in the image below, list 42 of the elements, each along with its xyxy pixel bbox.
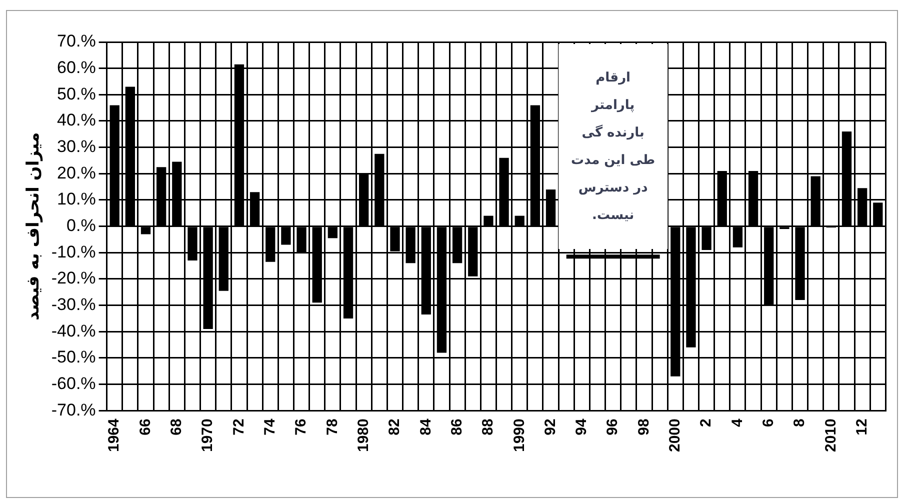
x-tick-label: 86 bbox=[448, 418, 466, 436]
x-tick-label: 8 bbox=[791, 418, 808, 427]
x-tick-label: 92 bbox=[542, 418, 559, 436]
x-tick-label: 94 bbox=[573, 418, 590, 436]
y-tick-label: -40.% bbox=[51, 321, 96, 340]
x-tick-label: 6 bbox=[760, 418, 777, 427]
y-tick-label: -50.% bbox=[51, 348, 96, 367]
y-tick-label: -70.% bbox=[51, 400, 96, 420]
y-tick-label: -30.% bbox=[51, 294, 96, 314]
x-tick-label: 4 bbox=[728, 418, 746, 427]
y-tick-label: -60.% bbox=[51, 374, 96, 393]
y-tick-label: 0.% bbox=[66, 216, 96, 236]
y-tick-label: -10.% bbox=[51, 242, 96, 262]
x-tick-label: 68 bbox=[168, 418, 186, 436]
x-tick-label: 88 bbox=[480, 418, 497, 436]
x-tick-label: 98 bbox=[635, 418, 652, 436]
y-tick-label: 40.% bbox=[57, 110, 96, 130]
x-tick-label: 76 bbox=[292, 418, 310, 436]
x-tick-label: 2000 bbox=[666, 418, 684, 452]
x-tick-label: 1990 bbox=[510, 418, 528, 452]
x-tick-label: 2010 bbox=[822, 418, 840, 452]
y-tick-label: -20.% bbox=[51, 268, 96, 288]
x-tick-label: 78 bbox=[324, 418, 341, 436]
y-tick-label: 20.% bbox=[57, 163, 96, 182]
x-tick-label: 1964 bbox=[106, 418, 123, 452]
y-tick-label: 50.% bbox=[57, 84, 96, 104]
y-tick-label: 70.% bbox=[57, 32, 96, 51]
x-tick-label: 82 bbox=[386, 418, 404, 436]
x-tick-label: 12 bbox=[853, 418, 870, 436]
x-tick-label: 1970 bbox=[199, 418, 216, 452]
x-tick-label: 2 bbox=[698, 418, 715, 427]
y-tick-label: 30.% bbox=[57, 137, 96, 156]
x-tick-label: 72 bbox=[230, 418, 248, 436]
x-tick-label: 74 bbox=[262, 418, 279, 436]
x-tick-label: 1980 bbox=[354, 418, 372, 452]
x-tick-label: 66 bbox=[136, 418, 154, 436]
y-tick-label: 10.% bbox=[57, 190, 96, 209]
x-tick-label: 84 bbox=[417, 418, 434, 436]
annotation: ارقام پارامتر بارنده گی طی این مدت در دسترس نیست. bbox=[571, 70, 656, 223]
x-tick-label: 96 bbox=[604, 418, 622, 436]
y-tick-label: 60.% bbox=[57, 58, 96, 78]
y-axis-title: میزان انحراف به فیصد bbox=[24, 132, 44, 320]
